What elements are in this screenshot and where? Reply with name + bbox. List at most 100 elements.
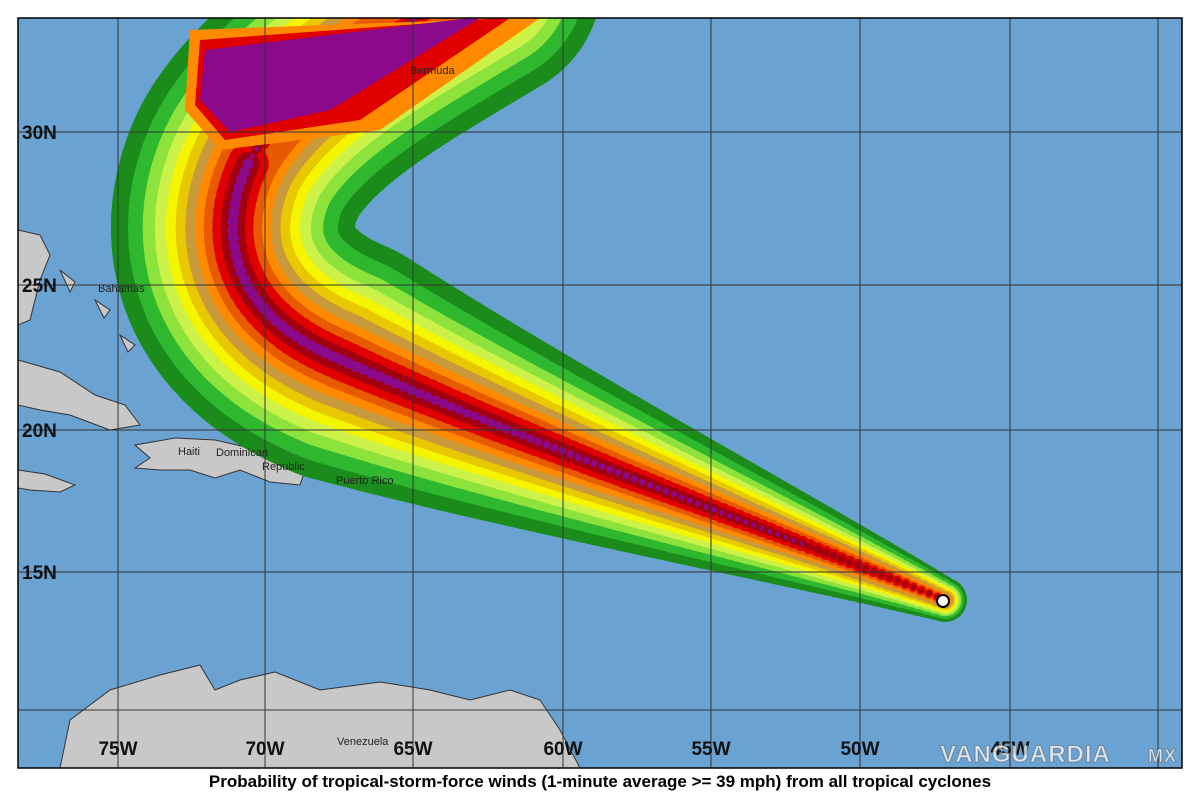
swath-blob	[534, 437, 543, 446]
swath-blob	[630, 475, 638, 483]
swath-blob	[229, 198, 241, 210]
lon-label: 60W	[543, 739, 582, 760]
swath-blob	[711, 507, 717, 513]
lon-label: 65W	[393, 739, 432, 760]
swath-blob	[228, 241, 240, 253]
swath-blob	[374, 371, 386, 383]
swath-blob	[622, 472, 630, 480]
place-label: Haiti	[178, 446, 200, 458]
swath-blob	[759, 525, 765, 531]
swath-blob	[574, 453, 583, 462]
swath-core	[185, 18, 540, 150]
place-label: Venezuela	[337, 736, 389, 748]
lon-label: 45W	[990, 739, 1029, 760]
cuba	[18, 359, 141, 431]
swath-blob	[502, 424, 511, 434]
lat-label: 30N	[22, 123, 57, 144]
swath-blob	[662, 488, 670, 495]
swath-blob	[227, 215, 239, 227]
swath-blob	[805, 542, 815, 551]
swath-blob	[232, 258, 244, 270]
swath-blob	[430, 395, 441, 405]
swath-blob	[862, 564, 870, 572]
swath-core-band	[200, 18, 480, 132]
place-label: Republic	[262, 461, 305, 473]
place-labels: Bermuda Bahamas Haiti Dominican Republic Puer…	[98, 65, 456, 748]
swath-blob	[454, 405, 464, 415]
swath-blob	[886, 574, 893, 581]
swath-blob	[791, 538, 796, 543]
swath-blob	[227, 233, 239, 245]
swath-blob	[486, 418, 496, 428]
swath-blob	[821, 548, 830, 557]
swath-blob	[526, 434, 535, 443]
swath-blob	[614, 469, 622, 477]
swath-blob	[598, 463, 606, 471]
swath-blob	[813, 545, 823, 554]
probability-swath	[110, 18, 967, 622]
bahamas-islands	[59, 269, 136, 353]
lon-label: 75W	[98, 739, 137, 760]
swath-blob	[902, 581, 909, 587]
swath-blob	[242, 158, 254, 170]
swath-blob	[254, 146, 259, 152]
axis-labels: 75W 70W 65W 60W 55W 50W 45W 30N 25N 20N 15N	[22, 123, 1030, 760]
swath-blob	[654, 485, 662, 492]
swath-blob	[542, 440, 551, 449]
map-area: Bermuda Bahamas Haiti Dominican Republic Puer…	[18, 18, 1182, 768]
swath-blob	[382, 375, 394, 386]
swath-blob	[695, 500, 701, 507]
swath-blob	[590, 459, 598, 468]
swath-blob	[414, 388, 425, 399]
swath-blob	[845, 558, 854, 566]
swath-blob	[679, 494, 685, 501]
swath-blob	[462, 408, 472, 418]
swath-blob	[510, 428, 519, 437]
lat-label: 15N	[22, 563, 57, 584]
swath-blob	[438, 398, 448, 409]
storm-position	[936, 594, 950, 608]
swath-blob	[703, 503, 709, 510]
lon-label: 50W	[840, 739, 879, 760]
swath-blob	[783, 535, 789, 540]
swath-blob	[894, 577, 901, 584]
swath-blob	[910, 584, 917, 590]
swath-blob	[422, 392, 433, 402]
swath-blob	[494, 421, 504, 431]
florida	[18, 229, 51, 326]
swath-blob	[735, 516, 741, 522]
swath-blob	[582, 456, 590, 465]
swath-blob	[550, 444, 559, 452]
swath-blob	[926, 591, 932, 597]
swath-blob	[829, 551, 838, 560]
swath-blob	[918, 587, 924, 593]
swath-blob	[671, 491, 678, 498]
swath-blob	[719, 510, 725, 516]
caption: Probability of tropical-storm-force wind…	[209, 772, 991, 791]
swath-blob	[751, 522, 757, 528]
swath-blob	[727, 513, 733, 519]
watermark: VANGUARDIA	[940, 741, 1111, 768]
jamaica	[18, 469, 77, 493]
swath-blob	[478, 415, 488, 424]
swath-blob	[837, 554, 846, 563]
swath-blob	[558, 447, 567, 455]
place-label: Bahamas	[98, 283, 145, 295]
map-frame	[17, 17, 1183, 769]
swath-blob	[406, 385, 417, 396]
swath-blob	[799, 541, 804, 546]
lon-label: 55W	[691, 739, 730, 760]
swath-blob	[231, 190, 243, 202]
swath-blob	[249, 154, 255, 159]
swath-blob	[470, 411, 480, 421]
swath-blob	[687, 497, 693, 504]
lon-label: 70W	[245, 739, 284, 760]
swath-blob	[646, 482, 654, 489]
place-label: Dominican	[216, 447, 268, 459]
swath-blob	[854, 561, 862, 569]
swath-blob	[230, 249, 242, 261]
swath-blob	[390, 378, 402, 389]
swath-blob	[606, 466, 614, 474]
